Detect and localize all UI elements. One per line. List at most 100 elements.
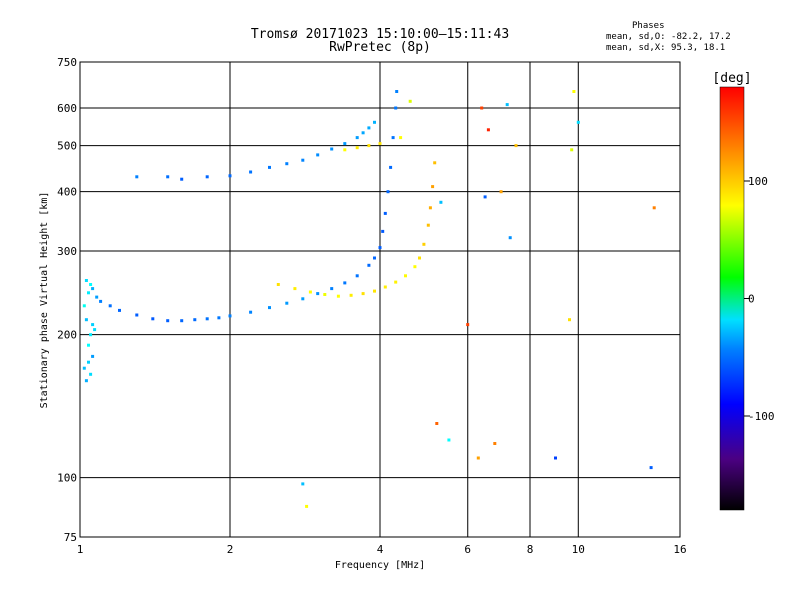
y-tick-label: 400: [57, 186, 77, 199]
x-axis-label: Frequency [MHz]: [335, 560, 425, 571]
echo-point: [422, 242, 426, 246]
echo-point: [447, 438, 451, 442]
colorbar-ticks: -100 0 100: [744, 175, 775, 423]
echo-point: [431, 185, 435, 189]
echo-point: [508, 236, 512, 240]
echo-point: [87, 360, 90, 364]
echo-point: [205, 317, 209, 321]
echo-point: [330, 287, 334, 291]
echo-point: [408, 99, 412, 103]
echo-point: [84, 318, 88, 322]
echo-point: [355, 136, 359, 140]
echo-point: [378, 246, 382, 250]
y-tick-label: 100: [57, 472, 77, 485]
y-tick-label: 300: [57, 245, 77, 258]
y-axis: 75 100 200 300 400 500 600 750: [57, 56, 77, 544]
echo-point: [84, 279, 88, 282]
echo-point: [395, 90, 399, 93]
echo-point: [439, 200, 443, 204]
echo-point: [336, 294, 340, 298]
echo-point: [367, 144, 371, 148]
x-tick-label: 1: [77, 543, 84, 556]
echo-point: [308, 290, 312, 294]
echo-point: [151, 317, 155, 321]
echo-point: [499, 190, 503, 194]
y-tick-label: 600: [57, 102, 77, 115]
echo-point: [373, 120, 376, 124]
x-axis: 1 2 4 6 8 10 16: [77, 543, 687, 556]
echo-point: [285, 162, 289, 166]
echo-point: [82, 304, 86, 308]
echo-point: [330, 147, 334, 151]
echo-point: [378, 142, 382, 146]
echo-point: [493, 442, 497, 445]
echo-point: [367, 263, 371, 267]
echo-point: [568, 318, 571, 322]
echo-point: [554, 456, 557, 460]
echo-point: [576, 120, 580, 124]
echo-point: [433, 161, 437, 165]
echo-point: [89, 283, 93, 286]
echo-point: [361, 292, 365, 296]
echo-point: [135, 313, 139, 317]
echo-point: [91, 354, 95, 358]
echo-point: [108, 304, 112, 308]
echo-point: [343, 281, 347, 285]
echo-point: [480, 106, 484, 110]
y-axis-label: Stationary phase Virtual Height [km]: [39, 192, 50, 409]
echo-point: [268, 165, 271, 169]
plot-frame: [79, 61, 681, 538]
echo-point: [343, 142, 347, 146]
echo-point: [373, 256, 376, 260]
echo-point: [505, 103, 509, 107]
echo-point: [466, 323, 470, 327]
echo-point: [180, 319, 184, 323]
echo-point: [276, 283, 280, 286]
x-tick-label: 10: [572, 543, 585, 556]
echo-point: [268, 306, 271, 310]
colorbar: [719, 86, 745, 511]
echo-point: [649, 466, 653, 470]
echo-point: [118, 308, 121, 312]
echo-point: [84, 379, 88, 383]
echo-point: [483, 195, 487, 199]
echo-point: [373, 289, 376, 293]
echo-point: [316, 292, 320, 296]
echo-point: [476, 456, 480, 460]
echo-point: [394, 280, 398, 284]
echo-point: [355, 146, 359, 150]
echo-point: [166, 319, 170, 323]
echo-point: [404, 274, 407, 278]
echo-point: [514, 144, 518, 148]
echo-point: [301, 158, 305, 162]
colorbar-tick-label: 0: [748, 293, 755, 306]
echo-point: [428, 206, 432, 210]
x-tick-label: 16: [673, 543, 686, 556]
grid-lines: [80, 62, 680, 537]
echo-point: [386, 190, 390, 194]
echo-point: [426, 223, 430, 227]
echo-point: [343, 148, 347, 152]
echo-point: [305, 504, 309, 508]
colorbar-tick-label: -100: [748, 410, 775, 423]
echo-point: [323, 293, 327, 296]
echo-point: [316, 153, 320, 157]
echo-point: [399, 136, 403, 140]
data-points: [82, 90, 656, 508]
echo-point: [228, 174, 232, 178]
x-tick-label: 8: [527, 543, 534, 556]
echo-point: [486, 128, 490, 132]
y-tick-label: 750: [57, 56, 77, 69]
chart-title: Tromsø 20171023 15:10:00–15:11:43: [250, 27, 510, 42]
echo-point: [361, 131, 365, 135]
phase-stats-x: mean, sd,X: 95.3, 18.1: [606, 43, 726, 53]
echo-point: [180, 177, 184, 181]
echo-point: [394, 106, 398, 110]
echo-point: [135, 175, 139, 179]
echo-point: [82, 366, 86, 370]
echo-point: [166, 175, 170, 179]
phase-stats-o: mean, sd,O: -82.2, 17.2: [606, 32, 731, 42]
chart-subtitle: RwPretec (8p): [329, 40, 431, 55]
echo-point: [91, 323, 95, 327]
echo-point: [349, 293, 353, 297]
